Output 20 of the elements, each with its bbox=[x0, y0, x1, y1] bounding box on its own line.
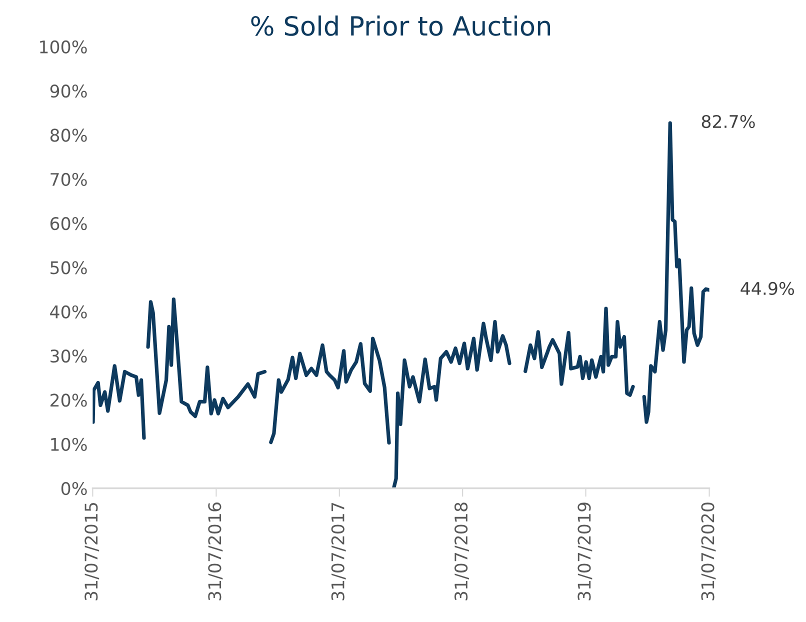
y-tick-label: 100% bbox=[40, 40, 87, 54]
y-tick-label: 80% bbox=[50, 128, 87, 142]
y-tick-label: 70% bbox=[50, 172, 87, 186]
y-tick-label: 30% bbox=[50, 349, 87, 363]
x-tick-label: 31/07/2019 bbox=[578, 502, 592, 600]
y-tick-label: 20% bbox=[50, 394, 87, 407]
y-tick-label: 40% bbox=[50, 305, 87, 318]
x-tick-label: 31/07/2016 bbox=[208, 502, 223, 600]
x-tick-label: 31/07/2017 bbox=[331, 502, 346, 600]
x-tick-label: 31/07/2020 bbox=[701, 502, 716, 600]
y-tick-label: 90% bbox=[50, 84, 87, 98]
y-tick-label: 0% bbox=[61, 482, 87, 496]
x-tick-label: 31/07/2015 bbox=[84, 502, 100, 600]
y-tick-label: 10% bbox=[51, 438, 87, 451]
x-tick-label: 31/07/2018 bbox=[454, 502, 469, 600]
y-tick-label: 50% bbox=[50, 261, 87, 274]
y-tick-label: 60% bbox=[50, 217, 87, 230]
chart-title: % Sold Prior to Auction bbox=[251, 15, 550, 36]
annotation: 44.9% bbox=[740, 282, 794, 296]
annotation: 82.7% bbox=[702, 114, 755, 128]
